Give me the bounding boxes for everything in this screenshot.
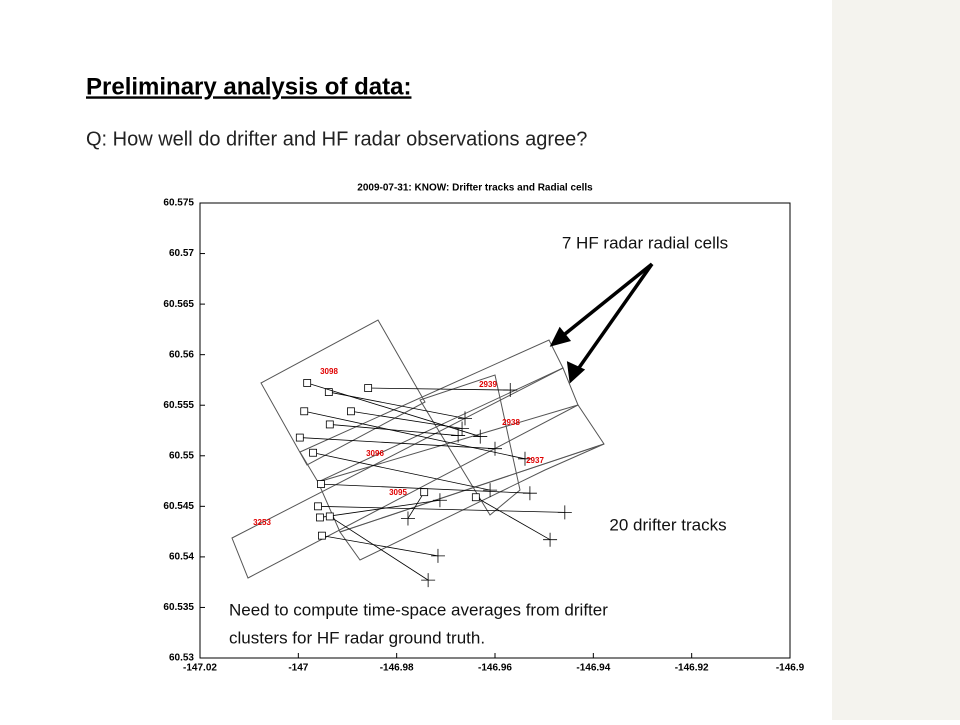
y-tick-label: 60.555 [163,400,194,411]
drifter-track [299,437,496,450]
track-start [347,407,355,416]
track-end [473,429,488,444]
cell-label: 2937 [526,456,544,465]
figure-background [110,160,828,720]
track-start [324,388,333,396]
track-end [458,411,473,426]
annotation: Need to compute time-space averages from… [229,600,608,619]
radial-cell [260,319,426,466]
annotation: 20 drifter tracks [609,515,726,534]
x-tick-label: -146.9 [776,663,805,674]
x-tick-label: -147.02 [183,663,217,674]
arrow-head [566,361,586,384]
track-start [303,379,312,387]
cell-label: 3098 [320,367,338,376]
y-tick-label: 60.565 [163,299,194,310]
y-tick-label: 60.53 [169,653,194,664]
radial-cell [419,374,521,516]
track-end [517,451,532,466]
track-end [503,383,518,398]
track-start [364,384,373,392]
chart-title: 2009-07-31: KNOW: Drifter tracks and Rad… [357,183,593,194]
track-start [325,512,334,521]
cell-label: 3253 [253,518,271,527]
y-tick-label: 60.57 [169,248,194,259]
track-end [451,428,466,443]
drifter-track [313,452,491,491]
arrow [558,262,654,340]
drifter-track [317,505,565,513]
x-tick-label: -146.94 [576,663,610,674]
x-tick-label: -147 [288,663,308,674]
track-end [432,493,447,508]
cell-label: 2938 [502,418,520,427]
track-end [557,505,572,520]
arrows [549,262,654,384]
track-start [318,531,326,540]
track-start [314,502,322,511]
y-tick-label: 60.575 [163,198,194,209]
track-end [455,421,470,436]
x-tick-label: -146.96 [478,663,512,674]
track-end [421,573,436,588]
track-start [309,448,317,457]
track-start [325,420,334,429]
cell-label: 3096 [366,449,384,458]
question: Q: How well do drifter and HF radar obse… [86,128,587,150]
track-start [300,407,309,416]
track-start [316,513,324,522]
annotation: 7 HF radar radial cells [562,233,728,252]
track-end [522,486,537,501]
track-end [430,548,445,563]
drifter-track [307,382,481,437]
drifter-track [368,387,511,391]
y-tick-label: 60.545 [163,501,194,512]
drifter-track [329,516,429,581]
track-start [295,433,304,442]
cell-label: 2939 [479,380,497,389]
track-end [488,441,502,456]
drifter-track [321,535,439,557]
side-band [832,0,960,720]
drifter-track [329,424,459,436]
track-start [471,493,480,502]
y-tick-label: 60.56 [169,349,194,360]
track-end [400,511,415,526]
drifter-track [350,410,463,429]
track-start [420,488,429,497]
y-tick-label: 60.535 [163,602,194,613]
track-start [317,480,325,488]
drifter-track [304,410,526,460]
track-end [483,483,498,498]
drifter-track [475,496,551,541]
y-tick-label: 60.55 [169,450,194,461]
drifter-track [319,499,440,518]
slide-title: Preliminary analysis of data: [86,73,411,100]
drifter-track [407,491,425,519]
x-tick-label: -146.92 [675,663,709,674]
cell-label: 3095 [389,488,407,497]
annotation: clusters for HF radar ground truth. [229,628,485,647]
arrow-head [549,326,572,347]
arrow [574,262,654,374]
track-end [543,532,558,547]
x-tick-label: -146.98 [380,663,414,674]
y-tick-label: 60.54 [169,552,194,563]
